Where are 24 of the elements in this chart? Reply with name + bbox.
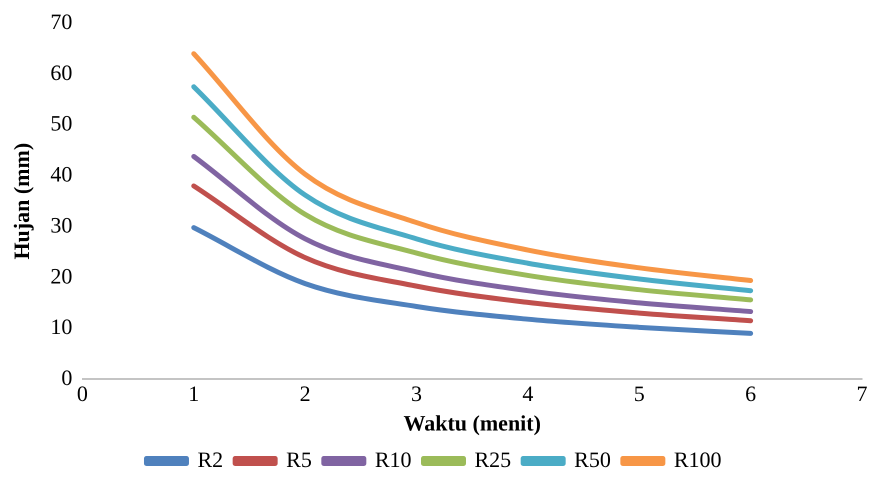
x-axis-title: Waktu (menit) — [403, 410, 541, 436]
y-tick-label: 30 — [50, 212, 72, 238]
x-tick-label: 2 — [300, 381, 311, 406]
x-tick-label: 0 — [76, 381, 88, 406]
x-tick-label: 7 — [856, 381, 868, 406]
legend-label: R50 — [574, 446, 611, 472]
x-tick-label: 3 — [411, 381, 422, 406]
y-tick-label: 0 — [61, 364, 72, 390]
y-tick-label: 60 — [50, 60, 72, 85]
x-tick-label: 4 — [522, 381, 534, 406]
x-tick-label: 1 — [188, 381, 200, 406]
y-tick-label: 20 — [50, 263, 72, 288]
y-tick-label: 40 — [50, 162, 72, 187]
legend-label: R25 — [474, 446, 512, 472]
y-axis-title: Hujan (mm) — [8, 142, 34, 260]
x-tick-label: 6 — [745, 381, 756, 406]
legend-label: R2 — [197, 446, 224, 472]
x-tick-label: 5 — [634, 381, 645, 406]
y-tick-label: 10 — [50, 314, 72, 340]
legend-label: R10 — [374, 446, 412, 472]
y-tick-label: 50 — [50, 110, 72, 136]
legend-label: R5 — [286, 446, 312, 472]
y-tick-label: 70 — [50, 8, 72, 34]
legend-label: R100 — [674, 446, 722, 472]
